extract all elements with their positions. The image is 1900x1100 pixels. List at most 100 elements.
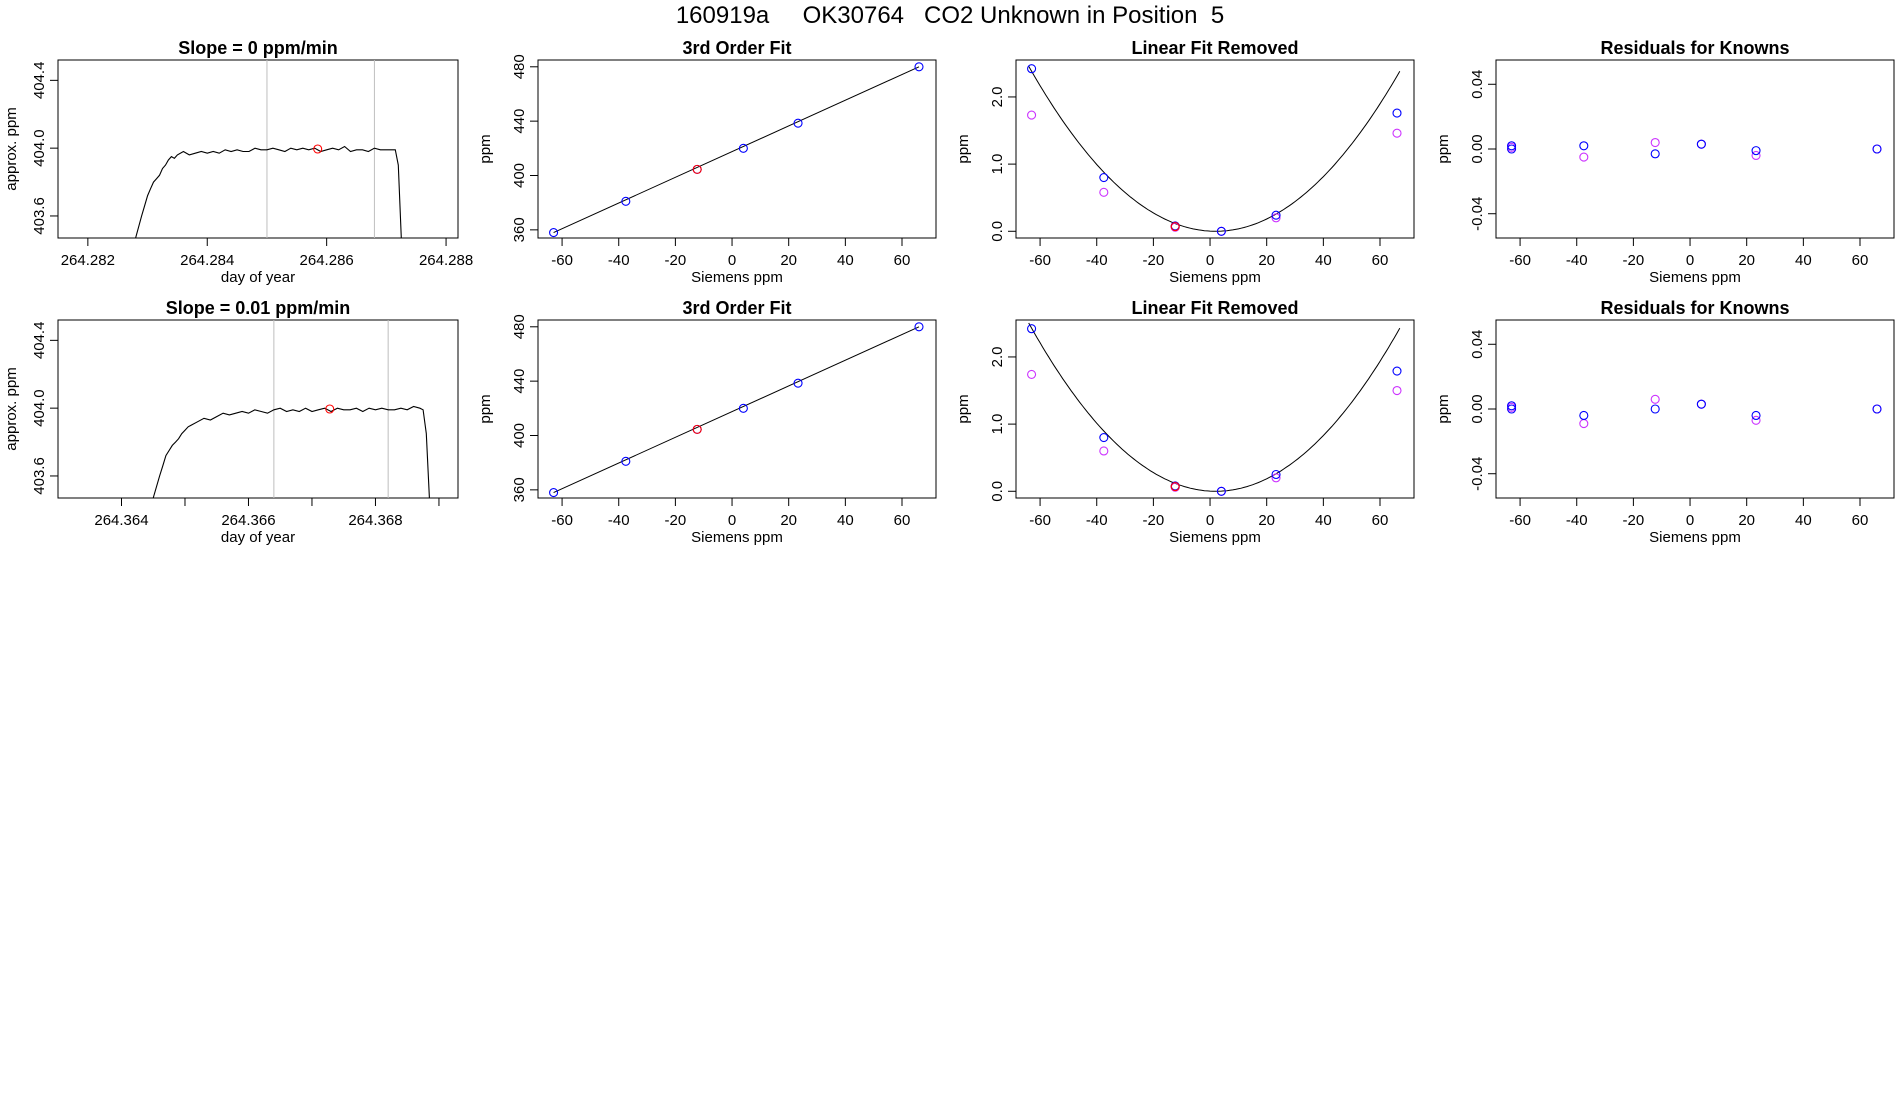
x-tick-label: 40	[1315, 252, 1332, 269]
y-tick-label: 403.6	[31, 457, 48, 495]
panel-4: Residuals for Knowns -60 -40 -20 0 20 40 60 Siem…	[1435, 38, 1895, 286]
panel-title: 3rd Order Fit	[682, 38, 791, 58]
magenta-point	[1650, 137, 1660, 148]
y-tick-label: 404.0	[31, 389, 48, 427]
plot-frame	[1495, 319, 1895, 499]
x-axis-label: day of year	[221, 269, 295, 286]
plot-frame	[57, 319, 459, 499]
y-axis-label: ppm	[955, 394, 972, 423]
x-tick-label: -40	[608, 512, 630, 529]
plot-frame	[1015, 319, 1415, 499]
plot-frame	[537, 319, 937, 499]
red-point	[692, 424, 702, 434]
plot-area	[549, 322, 924, 498]
x-tick-label: -60	[1029, 512, 1051, 529]
x-tick-label: 0	[728, 252, 736, 269]
y-tick-label: 400	[511, 423, 528, 448]
y-tick-label: 404.0	[31, 129, 48, 167]
x-tick-label: 40	[837, 512, 854, 529]
x-tick-label: 0	[1686, 252, 1694, 269]
y-tick-label: 403.6	[31, 197, 48, 235]
magenta-point	[1271, 213, 1281, 223]
blue-point	[1696, 399, 1706, 409]
blue-point	[1650, 149, 1660, 159]
magenta-point	[1099, 446, 1109, 456]
blue-point	[1579, 410, 1589, 421]
y-axis-label: approx. ppm	[3, 107, 20, 190]
blue-point	[1650, 404, 1660, 414]
x-tick-label: 264.284	[180, 252, 234, 269]
panel-title: Slope = 0.01 ppm/min	[166, 298, 351, 318]
x-tick-label: 60	[1372, 512, 1389, 529]
x-tick-label: 60	[894, 512, 911, 529]
blue-point	[1392, 108, 1402, 118]
panel-8: Residuals for Knowns -60 -40 -20 0 20 40 60 Siem…	[1435, 298, 1895, 546]
panel-3: Linear Fit Removed -60 -40 -20 0 20 40 60 Siemen…	[955, 38, 1415, 286]
x-tick-label: -20	[1143, 252, 1165, 269]
y-axis-label: ppm	[955, 134, 972, 163]
fit-line	[553, 326, 920, 494]
x-tick-label: -60	[1029, 252, 1051, 269]
y-tick-label: 480	[511, 54, 528, 79]
y-tick-label: 480	[511, 314, 528, 339]
plot-frame	[57, 59, 459, 239]
panel-title: 3rd Order Fit	[682, 298, 791, 318]
x-tick-label: -40	[1566, 252, 1588, 269]
blue-point	[1751, 146, 1761, 156]
x-tick-label: -20	[1623, 512, 1645, 529]
plot-area	[1027, 64, 1402, 236]
x-tick-label: 264.368	[348, 512, 402, 529]
mean-marker	[325, 404, 335, 414]
blue-point	[738, 403, 748, 413]
blue-point	[1507, 401, 1517, 411]
fit-curve	[1028, 66, 1401, 232]
plot-area	[152, 320, 430, 498]
x-axis-label: Siemens ppm	[691, 529, 783, 546]
blue-point	[621, 456, 631, 466]
x-tick-label: -20	[1623, 252, 1645, 269]
magenta-point	[1751, 415, 1761, 425]
x-tick-label: 20	[1258, 512, 1275, 529]
blue-point	[793, 378, 803, 388]
magenta-point	[1027, 110, 1037, 120]
concentration-trace	[135, 145, 402, 238]
y-tick-label: 0.04	[1469, 70, 1486, 99]
panel-6: 3rd Order Fit -60 -40 -20 0 20 40 60 Siemens ppm…	[477, 298, 937, 546]
magenta-point	[1271, 473, 1281, 483]
x-tick-label: -40	[1086, 252, 1108, 269]
panel-title: Residuals for Knowns	[1600, 38, 1789, 58]
blue-point	[1099, 432, 1109, 443]
blue-point	[1216, 226, 1226, 236]
blue-point	[1507, 404, 1517, 414]
x-tick-label: -20	[1143, 512, 1165, 529]
y-tick-label: 0.00	[1469, 394, 1486, 423]
x-tick-label: 0	[1206, 512, 1214, 529]
x-tick-label: 60	[1852, 252, 1869, 269]
x-tick-label: -40	[608, 252, 630, 269]
blue-point	[914, 62, 924, 72]
y-tick-label: 400	[511, 163, 528, 188]
blue-point	[1507, 141, 1517, 151]
y-tick-label: 404.4	[31, 62, 48, 100]
magenta-point	[1392, 128, 1402, 138]
blue-point	[1507, 144, 1517, 154]
fit-line	[553, 66, 920, 234]
blue-point	[1099, 172, 1109, 183]
blue-point	[1027, 324, 1037, 334]
y-axis-label: ppm	[477, 394, 494, 423]
y-tick-label: 1.0	[989, 414, 1006, 435]
y-tick-label: 0.00	[1469, 134, 1486, 163]
plot-frame	[537, 59, 937, 239]
y-axis-label: ppm	[1435, 394, 1452, 423]
blue-point	[1751, 410, 1761, 421]
blue-point	[1271, 469, 1281, 480]
x-tick-label: -20	[665, 252, 687, 269]
panel-title: Linear Fit Removed	[1131, 38, 1298, 58]
y-tick-label: 360	[511, 217, 528, 242]
magenta-point	[1751, 150, 1761, 161]
x-tick-label: 40	[1315, 512, 1332, 529]
x-tick-label: 264.364	[94, 512, 148, 529]
x-tick-label: 20	[1258, 252, 1275, 269]
